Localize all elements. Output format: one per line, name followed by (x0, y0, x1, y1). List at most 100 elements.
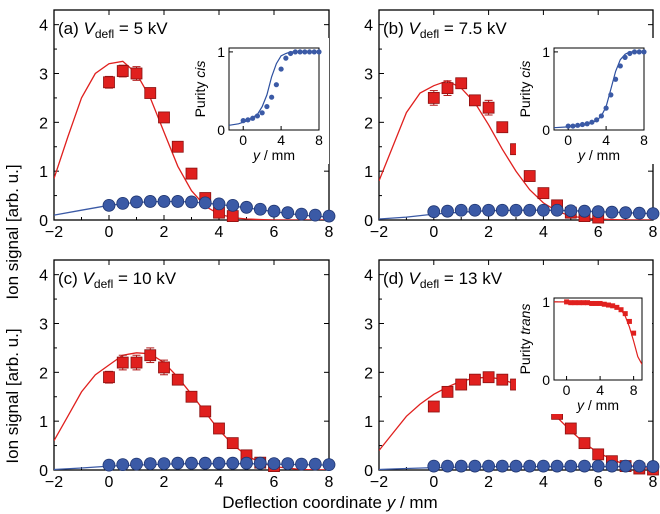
inset-point-square (601, 301, 607, 307)
y-tick-label: 4 (39, 18, 48, 35)
data-circle (619, 206, 632, 220)
inset-y-label-italic: cis (517, 61, 533, 78)
inset-point (627, 50, 633, 57)
inset-frame (553, 47, 645, 131)
data-circle (198, 196, 212, 210)
inset-y-tick-label: 0 (217, 122, 225, 138)
inset-point (617, 63, 623, 69)
inset-x-label-var: y (252, 147, 261, 163)
x-tick-label: 8 (325, 224, 334, 241)
inset-x-tick-label: 0 (564, 132, 572, 148)
inset-y-tick-label: 1 (217, 44, 225, 60)
x-axis-label: Deflection coordinate y / mm (222, 493, 437, 512)
x-tick-label: 8 (649, 474, 658, 491)
data-square (144, 87, 157, 99)
inset-point (641, 49, 647, 55)
inset-point (608, 92, 614, 98)
data-circle (578, 204, 591, 218)
data-circle (550, 459, 564, 473)
title-suffix: = 13 kV (439, 269, 503, 288)
data-circle (537, 203, 550, 217)
title-sub: defl (95, 27, 114, 41)
data-circle (605, 205, 619, 219)
data-square (185, 167, 198, 180)
inset-y-tick-label: 0 (542, 122, 550, 138)
inset-x-label: y / mm (252, 147, 295, 163)
title-v: V (83, 269, 96, 288)
data-circle (605, 459, 619, 473)
inset-x-label: y / mm (576, 397, 619, 413)
y-tick-label: 2 (39, 365, 48, 382)
inset-y-label-italic: cis (192, 61, 208, 78)
data-circle (591, 205, 605, 219)
data-square (226, 437, 239, 450)
inset-y-tick-label: 0 (542, 372, 550, 388)
panel-label: (a) (58, 19, 84, 38)
data-circle (198, 456, 212, 470)
data-square (130, 356, 143, 369)
data-square (226, 210, 239, 222)
title-sub: defl (420, 277, 439, 291)
inset-point (612, 76, 619, 82)
data-circle (116, 458, 130, 472)
x-tick-label: −2 (370, 474, 388, 491)
data-square (130, 67, 143, 80)
data-square (455, 77, 468, 90)
inset-point-square (568, 300, 574, 306)
inset-point (311, 49, 317, 55)
data-square (455, 378, 468, 391)
inset-point (283, 55, 289, 61)
inset-point-square (610, 303, 616, 309)
inset-frame (553, 297, 643, 381)
panel-label: (d) (383, 269, 409, 288)
inset-point (245, 117, 251, 123)
inset-point (565, 123, 571, 129)
inset-point-square (622, 311, 628, 317)
data-circle (495, 459, 509, 473)
data-square (537, 187, 550, 200)
panel-label: (c) (58, 269, 83, 288)
inset-point (250, 115, 256, 121)
data-circle (564, 459, 578, 473)
data-square (171, 140, 184, 153)
inset-y-label-text: Purity (192, 78, 208, 118)
panel-title: (d) Vdefl = 13 kV (383, 269, 503, 291)
plot-area (54, 352, 329, 470)
data-circle (240, 200, 253, 214)
inset-x-label-var: y (576, 397, 585, 413)
inset-point (570, 123, 576, 129)
y-tick-label: 0 (364, 213, 373, 230)
data-square (564, 422, 577, 435)
x-tick-label: 2 (484, 474, 493, 491)
inset-point-square (580, 300, 586, 306)
x-tick-label: −2 (370, 224, 388, 241)
data-circle (322, 209, 336, 223)
y-tick-label: 3 (39, 316, 48, 333)
data-square (496, 121, 509, 134)
inset-point (292, 49, 298, 55)
inset-point (598, 113, 604, 119)
inset-point-square (597, 300, 603, 306)
data-square (468, 94, 481, 107)
y-tick-label: 4 (364, 18, 373, 35)
plot-frame (53, 259, 330, 471)
inset-x-label-unit: / mm (585, 147, 620, 163)
title-sub: defl (420, 27, 439, 41)
inset-point-square (585, 300, 591, 306)
inset-point (297, 49, 303, 55)
inset-x-tick-label: 4 (602, 132, 610, 148)
data-square (482, 101, 495, 114)
title-suffix: = 10 kV (113, 269, 177, 288)
inset-background (516, 38, 654, 164)
data-circle (509, 459, 523, 473)
data-circle (171, 456, 185, 470)
inset-point-square (576, 300, 582, 306)
data-circle (226, 456, 240, 470)
data-square (468, 373, 481, 386)
inset-point (316, 49, 322, 55)
x-tick-label: 6 (270, 474, 279, 491)
inset-point (636, 49, 642, 55)
y-tick-label: 2 (364, 365, 373, 382)
x-tick-label: 4 (215, 474, 224, 491)
